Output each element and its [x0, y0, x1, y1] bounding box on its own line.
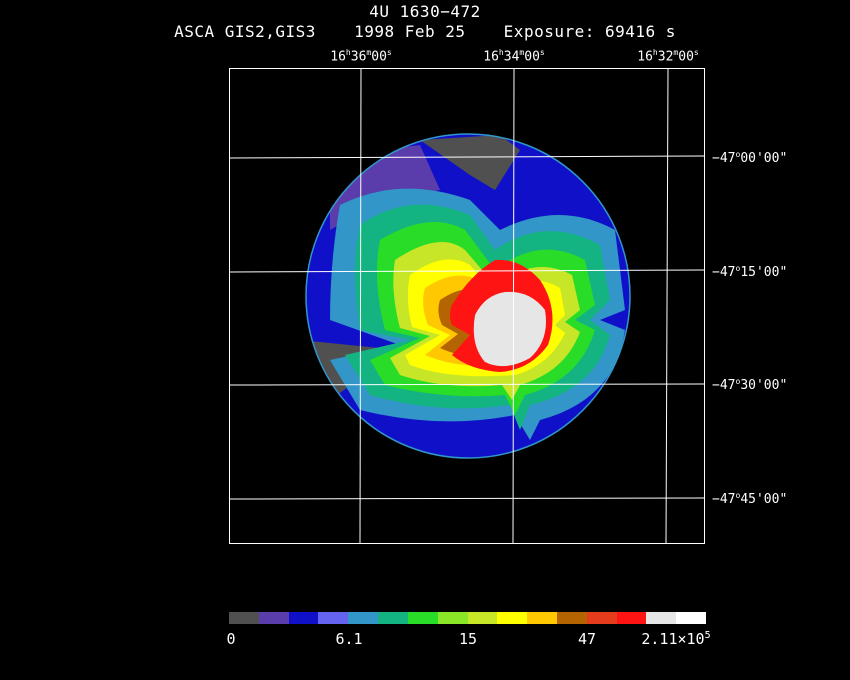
- detector-edge: [305, 133, 631, 459]
- source-title: 4U 1630−472: [369, 2, 481, 21]
- observation-info: ASCA GIS2,GIS3 1998 Feb 25 Exposure: 694…: [0, 22, 850, 41]
- colorbar-swatch-10: [527, 612, 557, 624]
- colorbar-swatch-3: [318, 612, 349, 624]
- colorbar-swatch-6: [407, 612, 438, 624]
- colorbar-swatch-9: [497, 612, 528, 624]
- colorbar-swatch-13: [616, 612, 647, 624]
- dec-label-47-00: −47o00'00": [712, 149, 788, 167]
- colorbar-swatch-1: [258, 612, 289, 624]
- colorbar-swatch-14: [646, 612, 677, 624]
- date-label: 1998 Feb 25: [354, 22, 466, 41]
- colorbar-swatch-11: [556, 612, 587, 624]
- colorbar-swatch-2: [288, 612, 319, 624]
- colorbar-tick-15: 15: [458, 630, 478, 648]
- image-frame: [229, 68, 705, 544]
- colorbar-swatch-0: [229, 612, 259, 624]
- instrument-label: ASCA GIS2,GIS3: [174, 22, 316, 41]
- detector-field: [306, 134, 630, 458]
- dec-label-47-30: −47o30'00": [712, 376, 788, 394]
- colorbar-swatch-15: [676, 612, 706, 624]
- colorbar-swatch-12: [586, 612, 617, 624]
- colorbar: [229, 612, 706, 624]
- coordinate-grid: [229, 68, 706, 544]
- colorbar-tick-max: 2.11×105: [641, 630, 711, 648]
- colorbar-tick-47: 47: [577, 630, 597, 648]
- exposure-label: Exposure: 69416 s: [503, 22, 676, 41]
- ra-label-1634: 16h34m00s: [483, 48, 545, 65]
- colorbar-swatch-7: [437, 612, 468, 624]
- ra-label-1632: 16h32m00s: [637, 48, 699, 65]
- colorbar-tick-6.1: 6.1: [335, 630, 363, 648]
- colorbar-swatch-4: [348, 612, 379, 624]
- colorbar-tick-0: 0: [226, 630, 236, 648]
- colorbar-swatch-8: [467, 612, 498, 624]
- ra-label-1636: 16h36m00s: [330, 48, 392, 65]
- dec-label-47-15: −47o15'00": [712, 263, 788, 281]
- dec-label-47-45: −47o45'00": [712, 490, 788, 508]
- colorbar-swatch-5: [378, 612, 408, 624]
